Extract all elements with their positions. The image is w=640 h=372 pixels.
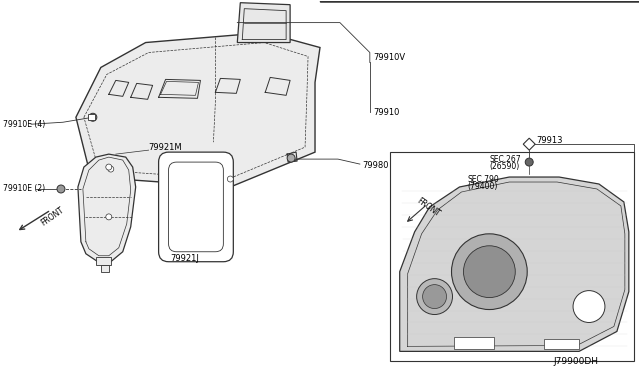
Polygon shape (237, 3, 290, 42)
Circle shape (106, 164, 112, 170)
Bar (544, 339, 579, 349)
Text: J79900DH: J79900DH (554, 357, 599, 366)
Bar (390, 152, 634, 361)
Text: 79910V: 79910V (373, 53, 405, 62)
FancyBboxPatch shape (159, 152, 234, 262)
Circle shape (57, 185, 65, 193)
Circle shape (90, 114, 96, 120)
Text: FRONT: FRONT (39, 206, 65, 228)
Text: 79980: 79980 (362, 161, 388, 170)
Bar (96, 257, 111, 265)
Text: SEC.267: SEC.267 (490, 155, 521, 164)
Circle shape (451, 234, 527, 310)
Text: SEC.790: SEC.790 (467, 174, 499, 183)
Polygon shape (524, 138, 535, 150)
Circle shape (573, 291, 605, 323)
Circle shape (417, 279, 452, 314)
Text: 79910: 79910 (373, 108, 399, 117)
Polygon shape (400, 177, 629, 352)
Circle shape (106, 214, 112, 220)
Bar (101, 265, 109, 272)
Bar (88, 114, 95, 120)
Text: 79921M: 79921M (148, 142, 182, 152)
Circle shape (525, 158, 533, 166)
Text: 79921J: 79921J (171, 254, 200, 263)
Text: 79913: 79913 (536, 136, 563, 145)
Text: (79400): (79400) (467, 182, 498, 190)
Circle shape (227, 176, 234, 182)
Circle shape (463, 246, 515, 298)
Text: FRONT: FRONT (415, 196, 441, 218)
Circle shape (422, 285, 447, 308)
FancyBboxPatch shape (168, 162, 223, 252)
Polygon shape (78, 154, 136, 262)
Circle shape (108, 166, 114, 172)
Text: 79910E (4): 79910E (4) (3, 120, 45, 129)
Text: (26590): (26590) (490, 161, 520, 171)
Circle shape (287, 154, 295, 162)
Circle shape (89, 113, 97, 121)
Bar (454, 337, 494, 349)
Polygon shape (76, 33, 320, 187)
Text: 79910E (2): 79910E (2) (3, 185, 45, 193)
